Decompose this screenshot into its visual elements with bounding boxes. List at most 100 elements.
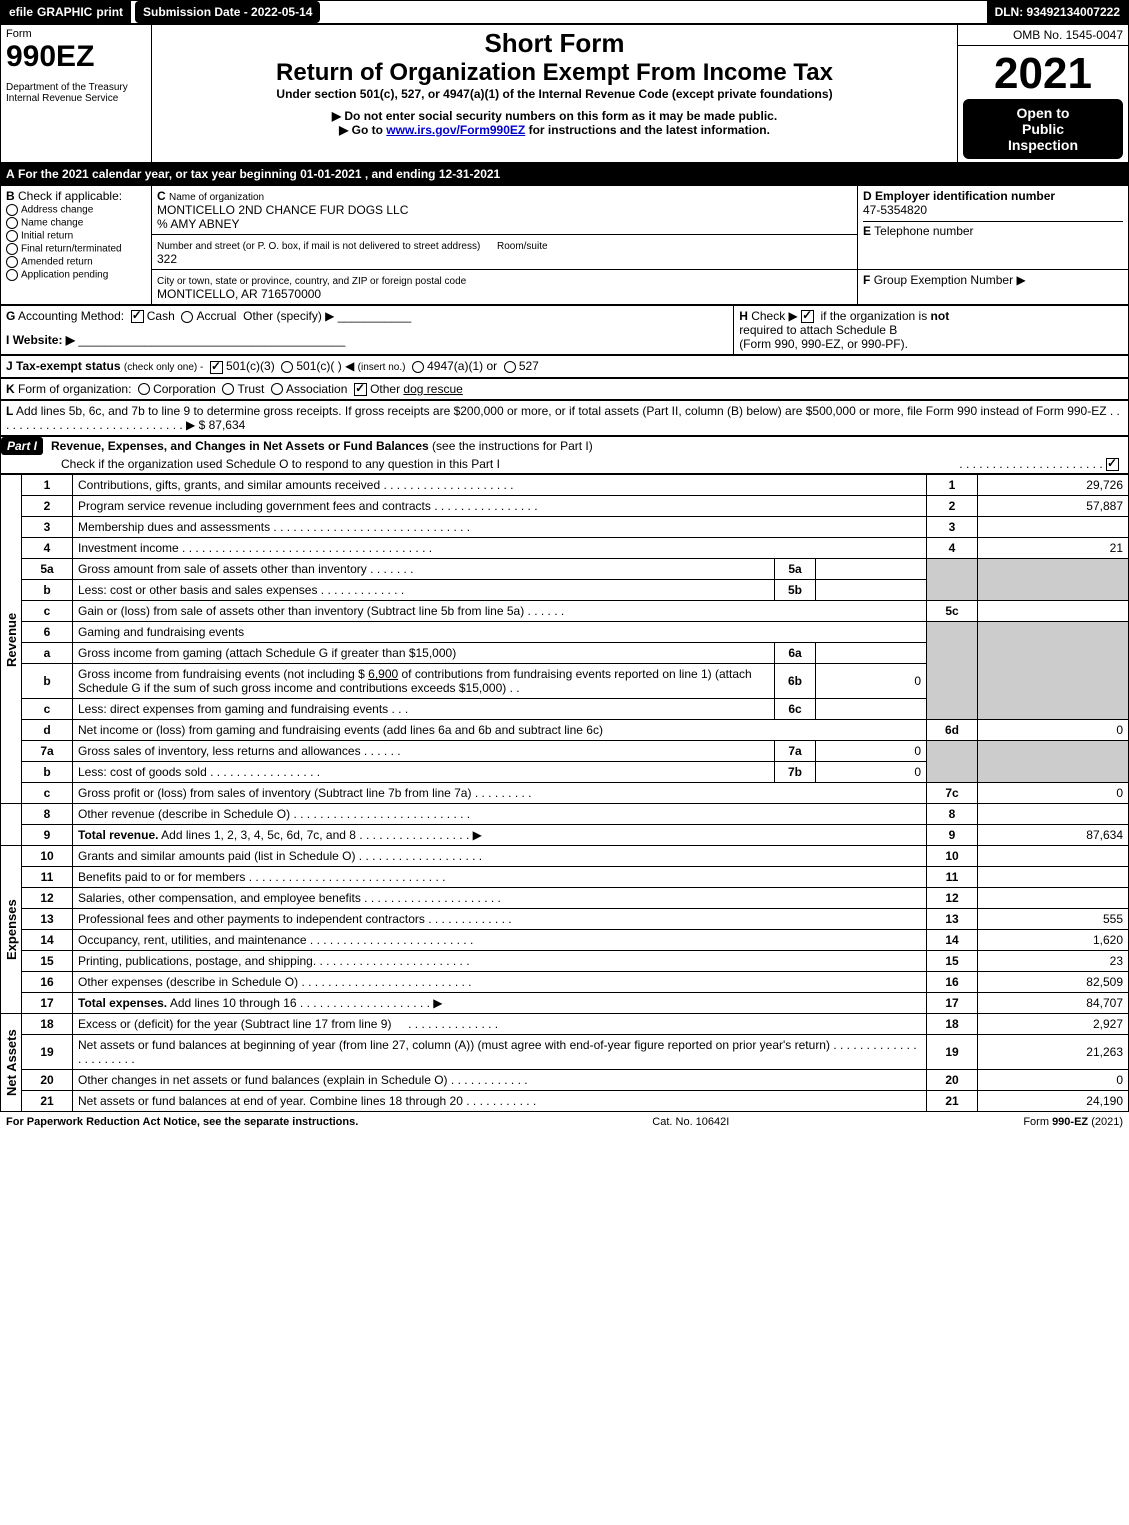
section-l-cell: L Add lines 5b, 6c, and 7b to line 9 to … [1, 400, 1129, 435]
check-initial[interactable]: Initial return [6, 230, 146, 242]
line-20: 20 Other changes in net assets or fund b… [1, 1070, 1129, 1091]
radio-icon [6, 269, 18, 281]
netassets-label: Net Assets [1, 1014, 22, 1112]
arrow-icon [339, 123, 352, 137]
section-d-e-cell: D Employer identification number 47-5354… [858, 186, 1129, 270]
street-value: 322 [157, 252, 177, 266]
lines-table: Revenue 1 Contributions, gifts, grants, … [0, 474, 1129, 1112]
line-15-value: 23 [978, 951, 1129, 972]
graphic-label: GRAPHIC [37, 5, 92, 19]
telephone-label: Telephone number [874, 224, 973, 238]
check-applicable: Check if applicable: [18, 189, 122, 203]
line-16: 16 Other expenses (describe in Schedule … [1, 972, 1129, 993]
section-g-cell: G Accounting Method: Cash Accrual Other … [1, 306, 734, 355]
radio-4947[interactable] [412, 361, 424, 373]
line-2: 2 Program service revenue including gove… [1, 496, 1129, 517]
dln-label: DLN: 93492134007222 [987, 1, 1128, 23]
org-name: MONTICELLO 2ND CHANCE FUR DOGS LLC [157, 203, 408, 217]
org-type-value: dog rescue [403, 382, 462, 396]
line-1: Revenue 1 Contributions, gifts, grants, … [1, 475, 1129, 496]
radio-icon [6, 204, 18, 216]
group-exemption-label: Group Exemption Number [874, 273, 1013, 287]
line-15: 15 Printing, publications, postage, and … [1, 951, 1129, 972]
form-number: 990EZ [6, 40, 146, 74]
checkbox-h[interactable] [801, 310, 814, 323]
accounting-label: Accounting Method: [18, 309, 124, 323]
print-link[interactable]: print [96, 5, 123, 19]
line-4-value: 21 [978, 538, 1129, 559]
radio-icon [6, 217, 18, 229]
ein-label: Employer identification number [875, 189, 1055, 203]
efile-label: efile [9, 5, 33, 19]
line-3: 3 Membership dues and assessments . . . … [1, 517, 1129, 538]
checkbox-501c3[interactable] [210, 361, 223, 374]
revenue-label: Revenue [1, 475, 22, 804]
ein-value: 47-5354820 [863, 203, 1123, 217]
line-5a: 5a Gross amount from sale of assets othe… [1, 559, 1129, 580]
radio-accrual[interactable] [181, 311, 193, 323]
gross-receipts-value: $ 87,634 [199, 418, 246, 432]
section-a-label: A [6, 167, 15, 181]
section-j-cell: J Tax-exempt status (check only one) - 5… [1, 356, 1129, 377]
radio-icon [6, 243, 18, 255]
checkbox-other[interactable] [354, 383, 367, 396]
note-goto: Go to www.irs.gov/Form990EZ for instruct… [157, 123, 952, 137]
section-l: L Add lines 5b, 6c, and 7b to line 9 to … [0, 400, 1129, 436]
line-11-value [978, 867, 1129, 888]
section-b-label: B [6, 189, 15, 203]
form-word: Form [6, 28, 146, 40]
footer-left: For Paperwork Reduction Act Notice, see … [6, 1116, 358, 1128]
line-5c: c Gain or (loss) from sale of assets oth… [1, 601, 1129, 622]
line-10-value [978, 846, 1129, 867]
radio-trust[interactable] [222, 383, 234, 395]
section-h-label: H [739, 309, 748, 323]
short-form-title: Short Form [157, 28, 952, 59]
line-8: 8 Other revenue (describe in Schedule O)… [1, 804, 1129, 825]
radio-527[interactable] [504, 361, 516, 373]
check-address[interactable]: Address change [6, 204, 146, 216]
check-final[interactable]: Final return/terminated [6, 243, 146, 255]
line-12: 12 Salaries, other compensation, and emp… [1, 888, 1129, 909]
efile-graphic-print[interactable]: efile GRAPHIC print [1, 1, 131, 23]
footer-cat: Cat. No. 10642I [652, 1116, 729, 1128]
section-c-street-cell: Number and street (or P. O. box, if mail… [152, 235, 858, 270]
check-pending[interactable]: Application pending [6, 269, 146, 281]
line-11: 11 Benefits paid to or for members . . .… [1, 867, 1129, 888]
radio-501c[interactable] [281, 361, 293, 373]
section-b-cell: B Check if applicable: Address change Na… [1, 186, 152, 305]
footer-right: Form 990-EZ (2021) [1023, 1116, 1123, 1128]
line-20-value: 0 [978, 1070, 1129, 1091]
dept-irs: Internal Revenue Service [6, 93, 146, 104]
checkbox-schedule-o[interactable] [1106, 458, 1119, 471]
arrow-icon [332, 109, 345, 123]
section-i-label: I [6, 333, 9, 347]
section-f-cell: F Group Exemption Number ▶ [858, 270, 1129, 305]
subtitle: Under section 501(c), 527, or 4947(a)(1)… [157, 87, 952, 101]
section-c-label: C [157, 189, 166, 203]
line-19: 19 Net assets or fund balances at beginn… [1, 1035, 1129, 1070]
line-3-value [978, 517, 1129, 538]
section-f-label: F [863, 273, 870, 287]
check-amended[interactable]: Amended return [6, 256, 146, 268]
line-5c-value [978, 601, 1129, 622]
line-14-value: 1,620 [978, 930, 1129, 951]
line-4: 4 Investment income . . . . . . . . . . … [1, 538, 1129, 559]
line-12-value [978, 888, 1129, 909]
checkbox-cash[interactable] [131, 310, 144, 323]
section-k-label: K [6, 382, 15, 396]
radio-corp[interactable] [138, 383, 150, 395]
irs-link[interactable]: www.irs.gov/Form990EZ [386, 123, 525, 137]
omb-cell: OMB No. 1545-0047 [958, 25, 1129, 46]
section-h-cell: H Check ▶ if the organization is not req… [734, 306, 1129, 355]
line-1-value: 29,726 [978, 475, 1129, 496]
line-13-value: 555 [978, 909, 1129, 930]
care-of: % AMY ABNEY [157, 217, 239, 231]
section-c-name-cell: C Name of organization MONTICELLO 2ND CH… [152, 186, 858, 235]
submission-date: Submission Date - 2022-05-14 [135, 1, 320, 23]
check-name[interactable]: Name change [6, 217, 146, 229]
radio-assoc[interactable] [271, 383, 283, 395]
street-label: Number and street (or P. O. box, if mail… [157, 241, 480, 252]
top-bar: efile GRAPHIC print Submission Date - 20… [0, 0, 1129, 24]
room-label: Room/suite [497, 241, 548, 252]
line-7c-value: 0 [978, 783, 1129, 804]
